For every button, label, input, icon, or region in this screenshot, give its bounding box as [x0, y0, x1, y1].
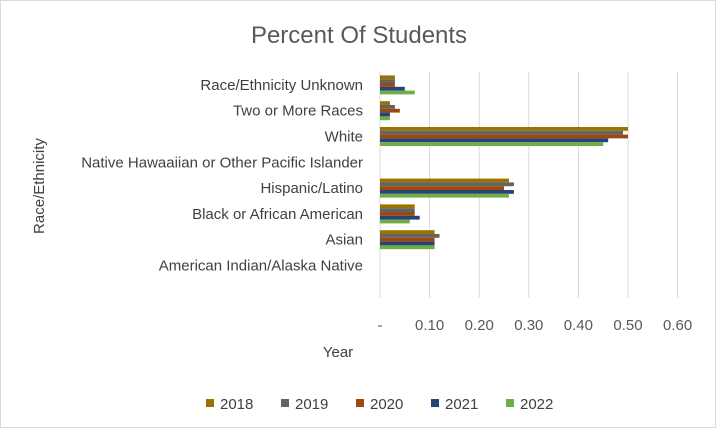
bar-2020 [380, 212, 415, 216]
bar-2019 [380, 208, 415, 212]
x-tick-label: 0.40 [564, 317, 593, 334]
category-label: Native Hawaaiian or Other Pacific Island… [81, 154, 363, 171]
bar-2019 [380, 79, 395, 83]
y-axis-title: Race/Ethnicity [31, 138, 48, 234]
x-tick-label: 0.10 [415, 317, 444, 334]
legend-label: 2018 [220, 396, 253, 413]
bar-2020 [380, 83, 395, 87]
legend-swatch [206, 399, 214, 407]
bar-2019 [380, 182, 514, 187]
bar-2021 [380, 241, 435, 246]
category-label: American Indian/Alaska Native [159, 258, 363, 275]
bar-2019 [380, 105, 395, 109]
x-axis-title: Year [323, 344, 353, 361]
bar-2020 [380, 108, 400, 113]
legend-label: 2020 [370, 396, 403, 413]
category-label: Two or More Races [233, 103, 363, 120]
bar-2018 [380, 75, 395, 80]
category-label: Race/Ethnicity Unknown [200, 77, 363, 94]
bars [380, 75, 628, 250]
bar-2018 [380, 127, 628, 131]
bar-2022 [380, 142, 604, 146]
bar-2022 [380, 90, 415, 95]
bar-2022 [380, 219, 410, 224]
x-tick-label: 0.50 [613, 317, 642, 334]
bar-2019 [380, 234, 440, 238]
legend-label: 2021 [445, 396, 478, 413]
bar-2022 [380, 116, 390, 121]
x-tick-labels: - 0.10 0.20 0.30 0.40 0.50 0.60 [378, 317, 693, 334]
legend-swatch [356, 399, 364, 407]
legend-swatch [281, 399, 289, 407]
bar-2018 [380, 101, 390, 105]
category-label: Hispanic/Latino [260, 180, 363, 197]
bar-2020 [380, 186, 504, 190]
bar-2018 [380, 204, 415, 209]
bar-2018 [380, 178, 509, 183]
legend: 2018 2019 2020 2021 2022 [206, 396, 553, 413]
bar-2021 [380, 138, 609, 143]
legend-label: 2022 [520, 396, 553, 413]
category-label: Black or African American [192, 206, 363, 223]
x-tick-label: 0.20 [465, 317, 494, 334]
bar-2022 [380, 245, 435, 250]
bar-2021 [380, 190, 514, 194]
bar-2021 [380, 112, 390, 117]
bar-2021 [380, 215, 420, 220]
x-tick-label: - [378, 317, 383, 334]
bar-2019 [380, 130, 624, 135]
bar-2020 [380, 134, 628, 139]
x-tick-label: 0.30 [514, 317, 543, 334]
category-label: Asian [325, 232, 363, 249]
chart-title: Percent Of Students [251, 22, 467, 49]
category-labels: Race/Ethnicity Unknown Two or More Races W… [81, 77, 363, 275]
gridlines [379, 72, 679, 298]
bar-2022 [380, 193, 509, 198]
legend-swatch [431, 399, 439, 407]
x-tick-label: 0.60 [663, 317, 692, 334]
legend-swatch [506, 399, 514, 407]
category-label: White [325, 129, 363, 146]
bar-2021 [380, 86, 405, 91]
legend-label: 2019 [295, 396, 328, 413]
bar-2020 [380, 237, 435, 242]
bar-2018 [380, 230, 435, 234]
